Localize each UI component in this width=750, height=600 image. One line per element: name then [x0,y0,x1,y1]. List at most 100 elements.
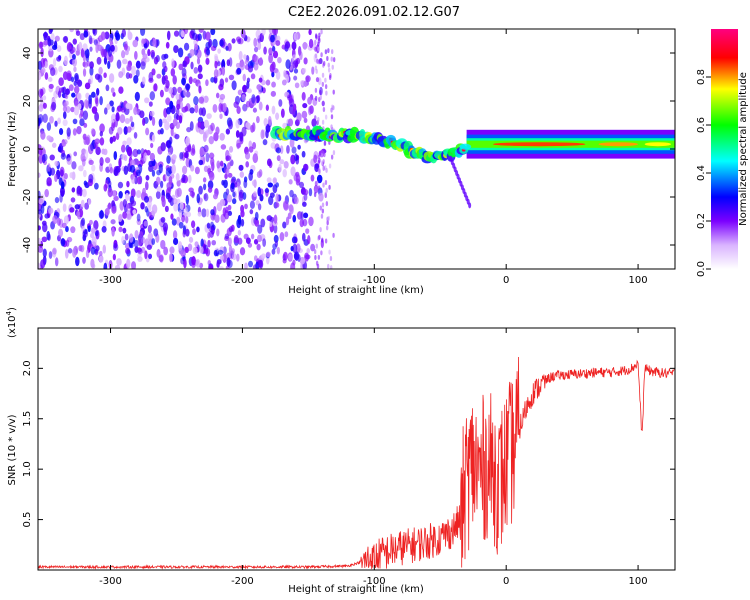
heatmap-cell [134,91,140,102]
heatmap-cell [193,96,199,106]
heatmap-cell [169,253,173,263]
heatmap-cell [301,232,306,242]
heatmap-cell [187,243,193,252]
heatmap-cell [293,68,299,74]
heatmap-cell [203,183,207,191]
heatmap-cell [75,30,81,36]
heatmap-cell [266,158,272,167]
heatmap-cell [206,113,212,119]
heatmap-cell [132,39,139,48]
heatmap-cell [326,216,329,222]
heatmap-cell [227,162,231,170]
heatmap-cell [279,145,284,154]
heatmap-cell [259,259,264,269]
heatmap-cell [181,77,187,86]
heatmap-cell [210,209,215,216]
heatmap-cell [275,193,279,203]
heatmap-cell [62,203,67,213]
heatmap-cell [183,42,190,51]
heatmap-cell [245,237,251,244]
heatmap-cell [169,100,174,110]
heatmap-cell [264,188,270,194]
heatmap-cell [205,152,210,163]
heatmap-cell [38,262,41,269]
heatmap-cell [147,48,151,57]
heatmap-cell [85,136,90,146]
heatmap-cell [190,61,194,70]
heatmap-cell [270,142,276,149]
heatmap-cell [268,29,274,34]
heatmap-cell [90,258,95,268]
heatmap-cell [248,260,254,268]
heatmap-cell [62,36,68,43]
heatmap-cell [74,100,80,108]
heatmap-cell [321,81,325,87]
heatmap-cell [173,202,179,212]
heatmap-cell [143,220,148,227]
heatmap-cell [51,101,57,111]
heatmap-cell [308,188,313,197]
heatmap-cell [63,55,68,66]
heatmap-cell [269,63,275,73]
heatmap-cell [224,173,228,180]
heatmap-cell [320,213,324,219]
heatmap-cell [110,87,115,94]
heatmap-cell [318,32,321,38]
heatmap-cell [288,253,293,261]
heatmap-cell [262,238,267,247]
heatmap-cell [114,264,121,269]
heatmap-cell [94,182,99,190]
heatmap-cell [243,179,248,189]
heatmap-cell [332,232,335,238]
heatmap-cell [160,239,166,250]
heatmap-cell [213,68,219,79]
heatmap-cell [313,154,318,164]
heatmap-cell [257,186,262,197]
heatmap-cell [67,248,73,254]
heatmap-cell [130,200,137,207]
heatmap-cell [75,50,80,56]
heatmap-cell [160,128,164,135]
heatmap-cell [218,102,223,113]
heatmap-cell [188,76,193,85]
heatmap-cell [120,144,126,153]
heatmap-cell [110,219,116,225]
heatmap-cell [317,185,321,191]
heatmap-cell [118,157,122,168]
heatmap-cell [228,146,234,153]
heatmap-cell [202,132,207,143]
heatmap-cell [291,146,297,154]
heatmap-cell [251,94,256,104]
heatmap-cell [133,74,139,84]
spectrogram-x-label: Height of straight line (km) [288,285,424,296]
heatmap-cell [316,58,319,64]
heatmap-cell [82,169,87,178]
x-tick-label: -200 [231,275,254,286]
heatmap-cell [99,209,104,219]
heatmap-cell [176,99,181,108]
heatmap-cell [57,217,61,226]
heatmap-cell [330,154,334,160]
heatmap-cell [54,120,58,127]
heatmap-cell [126,180,130,188]
heatmap-cell [218,266,224,269]
heatmap-cell [135,69,140,78]
heatmap-cell [148,71,154,82]
heatmap-cell [114,44,118,53]
heatmap-cell [50,33,55,41]
heatmap-cell [38,237,41,246]
heatmap-cell [309,105,314,115]
heatmap-cell [189,48,195,57]
heatmap-cell [105,84,110,92]
heatmap-cell [232,191,236,198]
heatmap-cell [144,250,148,260]
heatmap-cell [87,198,92,205]
heatmap-cell [323,140,327,146]
heatmap-cell [71,92,76,98]
spectrogram-x-axis: -300 -200 -100 0 100 [99,29,648,286]
heatmap-cell [54,196,60,204]
heatmap-cell [239,171,245,178]
heatmap-cell [246,88,252,94]
heatmap-cell [310,243,316,252]
x-tick-label: -300 [99,576,122,587]
